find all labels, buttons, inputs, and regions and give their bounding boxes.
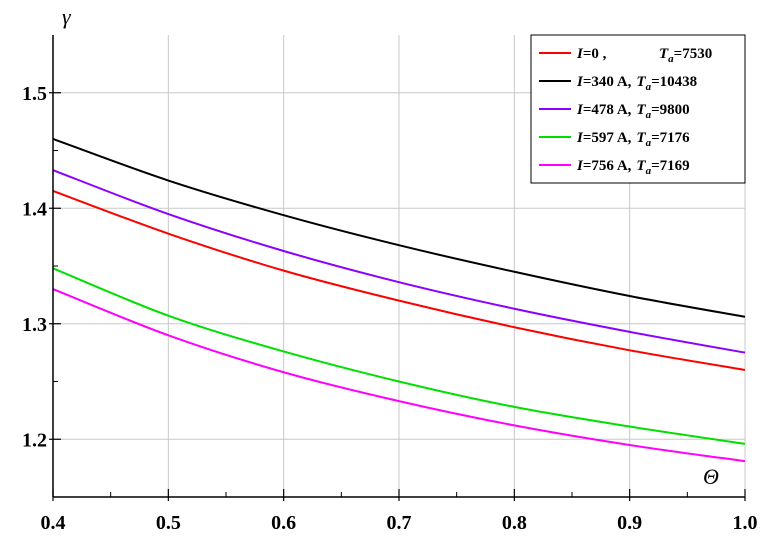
x-axis-label: Θ bbox=[703, 464, 719, 489]
series-line-2 bbox=[52, 138, 746, 318]
y-axis-label: γ bbox=[62, 4, 72, 29]
series-line-3 bbox=[52, 169, 746, 354]
legend-entry-5: I=756 A, Ta=7169 bbox=[576, 158, 690, 177]
y-tick-label: 1.4 bbox=[22, 198, 47, 220]
y-ticks: 1.2 1.3 1.4 1.5 bbox=[22, 83, 61, 451]
x-ticks: 0.4 0.5 0.6 0.7 0.8 0.9 1.0 bbox=[41, 489, 758, 534]
x-tick-label: 0.8 bbox=[502, 512, 527, 534]
series-line-5 bbox=[52, 288, 746, 463]
x-tick-label: 0.6 bbox=[271, 512, 296, 534]
series-lines bbox=[52, 138, 746, 463]
x-tick-label: 1.0 bbox=[733, 512, 758, 534]
x-tick-label: 0.5 bbox=[156, 512, 181, 534]
x-tick-label: 0.7 bbox=[387, 512, 412, 534]
legend-entry-2: I=340 A, Ta=10438 bbox=[576, 74, 697, 93]
legend: I=0 , Ta=7530 I=340 A, Ta=10438 I=478 A, Ta=9… bbox=[530, 34, 746, 184]
series-line-1 bbox=[52, 189, 746, 371]
legend-entry-3: I=478 A, Ta=9800 bbox=[576, 102, 690, 121]
x-tick-label: 0.9 bbox=[617, 512, 642, 534]
legend-entry-4: I=597 A, Ta=7176 bbox=[576, 130, 690, 149]
legend-entry-1: I=0 , Ta=7530 bbox=[576, 46, 712, 65]
y-tick-label: 1.5 bbox=[22, 83, 47, 105]
y-tick-label: 1.2 bbox=[22, 429, 47, 451]
x-tick-label: 0.4 bbox=[41, 512, 66, 534]
y-tick-label: 1.3 bbox=[22, 314, 47, 336]
series-line-4 bbox=[52, 267, 746, 445]
